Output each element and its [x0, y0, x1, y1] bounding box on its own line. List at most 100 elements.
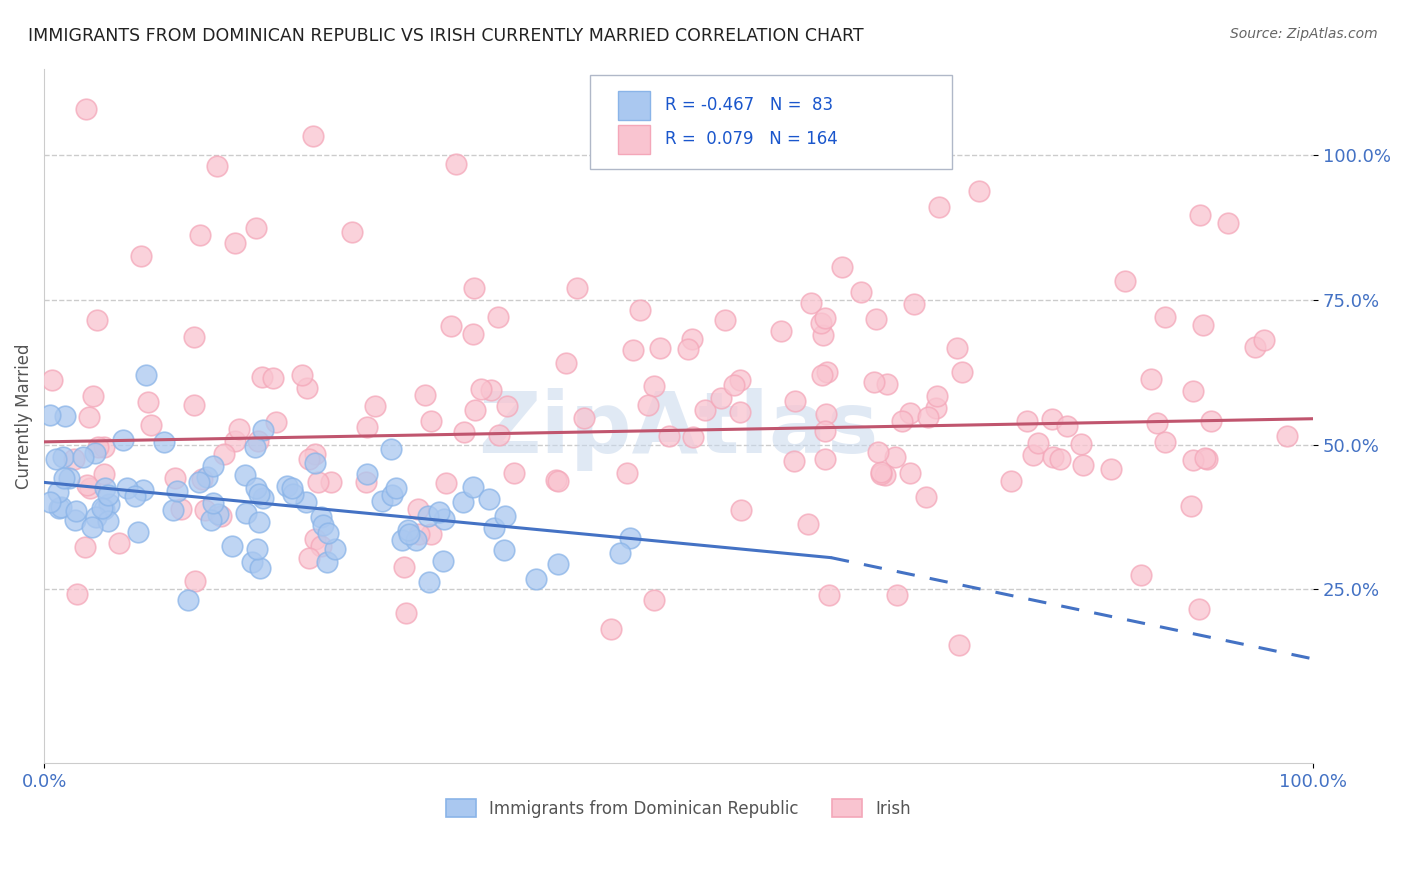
- Point: [76, 477, 98, 491]
- Point: [730, 502, 752, 516]
- Point: [769, 324, 792, 338]
- Y-axis label: Currently Married: Currently Married: [15, 343, 32, 489]
- Point: [309, 539, 332, 553]
- Point: [969, 184, 991, 198]
- Point: [1146, 416, 1168, 430]
- Point: [46, 484, 69, 499]
- Point: [224, 434, 246, 449]
- Point: [547, 474, 569, 488]
- Point: [316, 525, 339, 540]
- Point: [246, 434, 269, 449]
- Point: [915, 490, 938, 504]
- Point: [135, 368, 157, 383]
- Point: [693, 403, 716, 417]
- Point: [63, 452, 86, 467]
- Point: [875, 468, 897, 483]
- Point: [115, 482, 138, 496]
- Point: [609, 546, 631, 560]
- Point: [356, 467, 378, 481]
- Point: [1216, 216, 1239, 230]
- Point: [682, 430, 704, 444]
- Point: [420, 414, 443, 428]
- Point: [323, 542, 346, 557]
- Point: [1040, 412, 1063, 426]
- Point: [195, 469, 218, 483]
- Point: [574, 411, 596, 425]
- Point: [1049, 451, 1071, 466]
- Point: [207, 508, 229, 522]
- Bar: [617, 91, 650, 120]
- Point: [1070, 437, 1092, 451]
- Point: [249, 561, 271, 575]
- Text: R = -0.467   N =  83: R = -0.467 N = 83: [665, 96, 832, 114]
- Point: [246, 541, 269, 556]
- Point: [252, 491, 274, 506]
- Point: [340, 225, 363, 239]
- Point: [183, 398, 205, 412]
- Point: [494, 542, 516, 557]
- Point: [72, 450, 94, 464]
- Point: [433, 512, 456, 526]
- Point: [723, 377, 745, 392]
- Text: ZipAtlas: ZipAtlas: [478, 388, 879, 471]
- Point: [672, 102, 695, 116]
- Point: [132, 483, 155, 497]
- Point: [482, 521, 505, 535]
- Point: [432, 554, 454, 568]
- Point: [1022, 448, 1045, 462]
- Point: [643, 379, 665, 393]
- Point: [1201, 414, 1223, 428]
- Point: [396, 524, 419, 538]
- Point: [1042, 450, 1064, 464]
- Point: [1194, 450, 1216, 465]
- Point: [783, 453, 806, 467]
- Point: [66, 587, 89, 601]
- Point: [1015, 414, 1038, 428]
- Point: [391, 533, 413, 548]
- Point: [1000, 474, 1022, 488]
- Point: [356, 419, 378, 434]
- Point: [315, 554, 337, 568]
- Point: [814, 424, 837, 438]
- Point: [354, 475, 377, 489]
- Point: [948, 638, 970, 652]
- Point: [903, 297, 925, 311]
- Point: [444, 157, 467, 171]
- Point: [817, 365, 839, 379]
- Point: [224, 235, 246, 250]
- Point: [811, 368, 834, 382]
- Point: [245, 221, 267, 235]
- Point: [870, 467, 893, 481]
- Point: [191, 472, 214, 486]
- Point: [312, 518, 335, 533]
- Point: [547, 557, 569, 571]
- Point: [1153, 310, 1175, 324]
- Point: [1188, 602, 1211, 616]
- Point: [153, 435, 176, 450]
- Point: [928, 201, 950, 215]
- Point: [233, 467, 256, 482]
- Point: [709, 391, 731, 405]
- Point: [97, 488, 120, 502]
- Point: [183, 329, 205, 343]
- Point: [307, 475, 329, 489]
- Point: [714, 313, 737, 327]
- Point: [1071, 458, 1094, 472]
- Point: [395, 606, 418, 620]
- Point: [406, 502, 429, 516]
- Point: [209, 509, 232, 524]
- Point: [434, 475, 457, 490]
- Point: [800, 295, 823, 310]
- Point: [831, 260, 853, 274]
- Point: [600, 623, 623, 637]
- Point: [876, 377, 898, 392]
- Point: [1275, 429, 1298, 443]
- Point: [565, 281, 588, 295]
- Point: [413, 388, 436, 402]
- Point: [136, 395, 159, 409]
- Point: [86, 313, 108, 327]
- Point: [1244, 340, 1267, 354]
- Point: [247, 487, 270, 501]
- Point: [479, 383, 502, 397]
- Point: [863, 375, 886, 389]
